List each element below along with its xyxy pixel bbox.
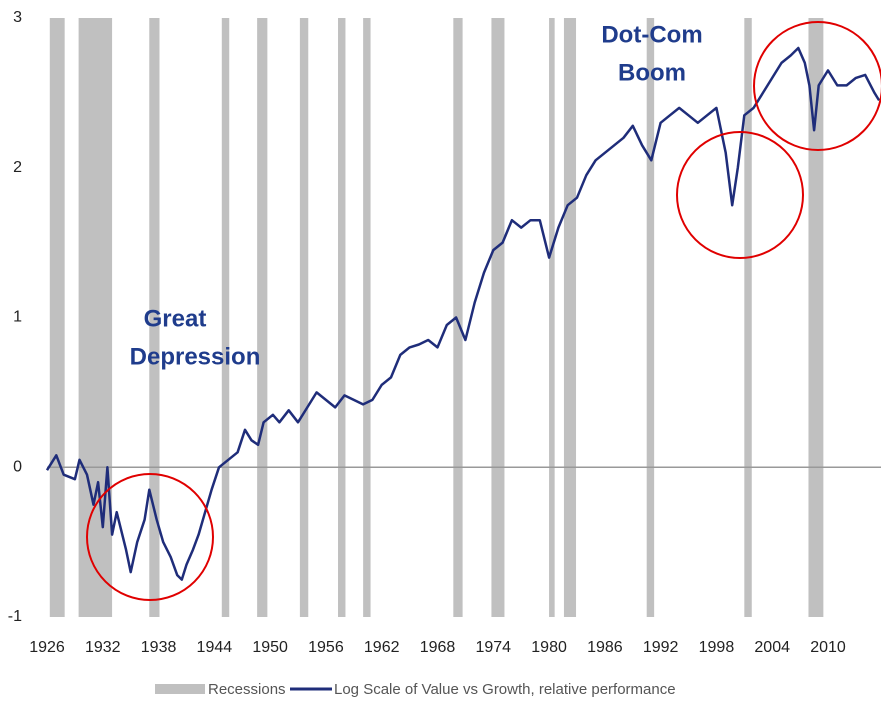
axes: -1 0 1 2 3 1926 1932 1938 1944 1950 1956 1962 1968 19… (8, 9, 881, 656)
x-tick-label: 1986 (587, 639, 623, 656)
x-tick-label: 2004 (754, 639, 790, 656)
legend-label: Recessions (208, 681, 286, 698)
legend-swatch (155, 684, 205, 694)
x-tick-label: 2010 (810, 639, 846, 656)
y-tick-label: 0 (13, 458, 22, 475)
highlight-circle (676, 131, 804, 259)
x-tick-label: 1974 (475, 639, 511, 656)
recession-band (338, 18, 346, 617)
recession-band (491, 18, 505, 617)
x-tick-label: 1956 (308, 639, 344, 656)
y-tick-label: 2 (13, 159, 22, 176)
x-tick-label: 1998 (699, 639, 735, 656)
recession-band (78, 18, 113, 617)
x-tick-label: 1944 (197, 639, 233, 656)
x-tick-label: 1992 (643, 639, 679, 656)
annotation: Dot-Com (601, 21, 702, 48)
recession-band (363, 18, 371, 617)
legend: Recessions Log Scale of Value vs Growth,… (155, 681, 676, 698)
y-tick-label: -1 (8, 608, 22, 625)
recession-band (149, 18, 160, 617)
recession-band (549, 18, 555, 617)
highlight-circle (86, 473, 214, 601)
x-tick-label: 1926 (29, 639, 65, 656)
recession-band (257, 18, 268, 617)
legend-label: Log Scale of Value vs Growth, relative p… (334, 681, 676, 698)
series-line (45, 46, 881, 581)
annotation: Depression (130, 343, 261, 370)
x-tick-label: 1980 (531, 639, 567, 656)
annotation: Great (144, 305, 207, 332)
x-tick-label: 1932 (85, 639, 121, 656)
recession-band (563, 18, 577, 617)
x-tick-label: 1968 (420, 639, 456, 656)
lines (45, 46, 881, 581)
y-tick-label: 1 (13, 309, 22, 326)
recession-band (646, 18, 655, 617)
recession-band (744, 18, 752, 617)
recession-band (299, 18, 309, 617)
annotation: Boom (618, 59, 686, 86)
x-tick-label: 1962 (364, 639, 400, 656)
highlight-circle (753, 21, 881, 151)
recession-band (49, 18, 65, 617)
x-tick-label: 1950 (252, 639, 288, 656)
recession-band (453, 18, 463, 617)
x-tick-label: 1938 (141, 639, 177, 656)
y-tick-label: 3 (13, 9, 22, 26)
recession-band (221, 18, 230, 617)
